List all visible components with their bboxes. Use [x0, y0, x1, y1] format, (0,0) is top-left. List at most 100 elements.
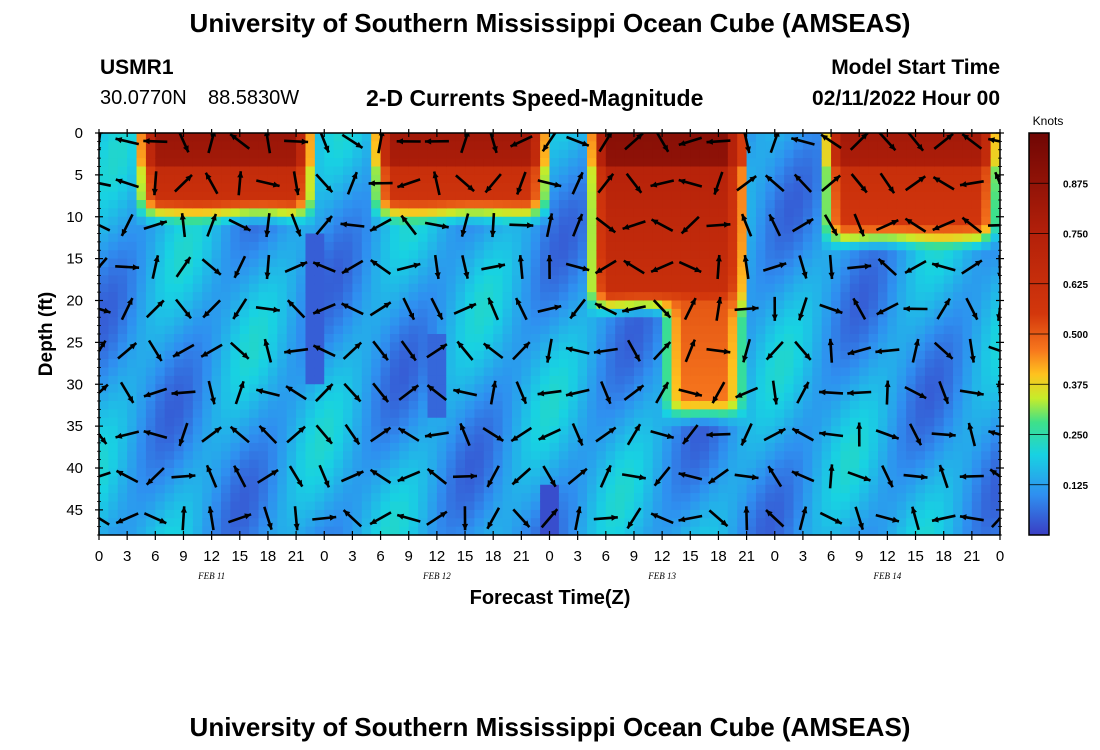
heat-cell	[596, 208, 607, 218]
heat-cell	[680, 417, 691, 427]
heat-cell	[615, 417, 626, 427]
heat-cell	[446, 459, 457, 469]
heat-cell	[258, 501, 269, 511]
heat-cell	[906, 292, 917, 302]
heat-cell	[474, 501, 485, 511]
heat-cell	[455, 501, 466, 511]
heat-cell	[230, 392, 241, 402]
heat-cell	[145, 241, 156, 251]
heat-cell	[859, 501, 870, 511]
current-vector	[828, 254, 835, 280]
heat-cell	[446, 200, 457, 209]
heat-cell	[831, 367, 842, 377]
heat-cell	[652, 200, 663, 209]
heat-cell	[277, 308, 288, 318]
heat-cell	[615, 518, 626, 528]
heat-cell	[455, 233, 466, 243]
heat-cell	[605, 208, 616, 218]
heat-cell	[211, 258, 222, 268]
heat-cell	[755, 434, 766, 444]
heat-cell	[239, 484, 250, 494]
current-vector	[626, 423, 642, 446]
current-vector	[542, 465, 557, 488]
heat-cell	[784, 216, 795, 226]
heat-cell	[117, 426, 128, 436]
heat-cell	[718, 191, 729, 201]
heat-cell	[755, 241, 766, 251]
heat-cell	[765, 375, 776, 385]
heat-cell	[915, 384, 926, 394]
heat-cell	[418, 426, 429, 436]
current-vector	[314, 383, 334, 403]
heat-cell	[174, 468, 185, 477]
heat-cell	[755, 442, 766, 452]
heat-cell	[399, 484, 410, 494]
heat-cell	[155, 459, 166, 469]
heat-cell	[671, 459, 682, 469]
heat-cell	[117, 275, 128, 285]
heat-cell	[718, 484, 729, 494]
heat-cell	[258, 233, 269, 243]
heat-cell	[849, 191, 860, 201]
heat-cell	[511, 526, 522, 535]
heat-cell	[221, 300, 231, 310]
heat-cell	[755, 300, 766, 310]
heat-cell	[474, 241, 485, 251]
heat-cell	[239, 149, 250, 159]
heat-cell	[699, 158, 710, 168]
heat-cell	[605, 359, 616, 369]
heat-cell	[971, 317, 982, 327]
heat-cell	[474, 409, 485, 419]
heat-cell	[267, 292, 278, 302]
heat-cell	[924, 308, 935, 318]
heat-cell	[493, 493, 504, 503]
heat-cell	[877, 174, 888, 184]
heat-cell	[662, 509, 673, 519]
heat-cell	[192, 317, 203, 327]
heat-cell	[427, 200, 438, 209]
heat-cell	[746, 526, 757, 535]
heat-cell	[371, 166, 382, 176]
heat-cell	[643, 526, 654, 535]
heat-cell	[953, 225, 964, 235]
heat-cell	[699, 225, 710, 235]
heat-cell	[108, 434, 119, 444]
heat-cell	[324, 317, 335, 327]
heat-cell	[408, 250, 419, 260]
heat-cell	[906, 509, 917, 519]
heat-cell	[389, 392, 400, 402]
heat-cell	[277, 426, 288, 436]
heat-cell	[558, 325, 569, 335]
heat-cell	[615, 509, 626, 519]
heat-cell	[868, 434, 879, 444]
heat-cell	[840, 283, 851, 293]
heat-cell	[633, 417, 644, 427]
heat-cell	[906, 342, 917, 352]
current-vector	[171, 390, 196, 397]
heat-cell	[662, 200, 673, 209]
station-id: USMR1	[100, 56, 174, 79]
heat-cell	[605, 317, 616, 327]
heat-cell	[249, 233, 260, 243]
heat-cell	[277, 258, 288, 268]
heat-cell	[333, 359, 344, 369]
heat-cell	[643, 493, 654, 503]
heat-cell	[211, 149, 222, 159]
heat-cell	[221, 459, 231, 469]
heat-cell	[305, 267, 316, 276]
heat-cell	[962, 384, 973, 394]
heat-cell	[906, 283, 917, 293]
heat-cell	[155, 526, 166, 535]
heat-cell	[108, 149, 119, 159]
heat-cell	[699, 149, 710, 159]
heat-cell	[239, 267, 250, 276]
heat-cell	[446, 292, 457, 302]
heat-cell	[605, 526, 616, 535]
heat-cell	[877, 417, 888, 427]
heat-cell	[230, 233, 241, 243]
heat-cell	[418, 191, 429, 201]
heat-cell	[962, 258, 973, 268]
heat-cell	[793, 258, 804, 268]
heat-cell	[296, 191, 307, 201]
heat-cell	[727, 191, 738, 201]
